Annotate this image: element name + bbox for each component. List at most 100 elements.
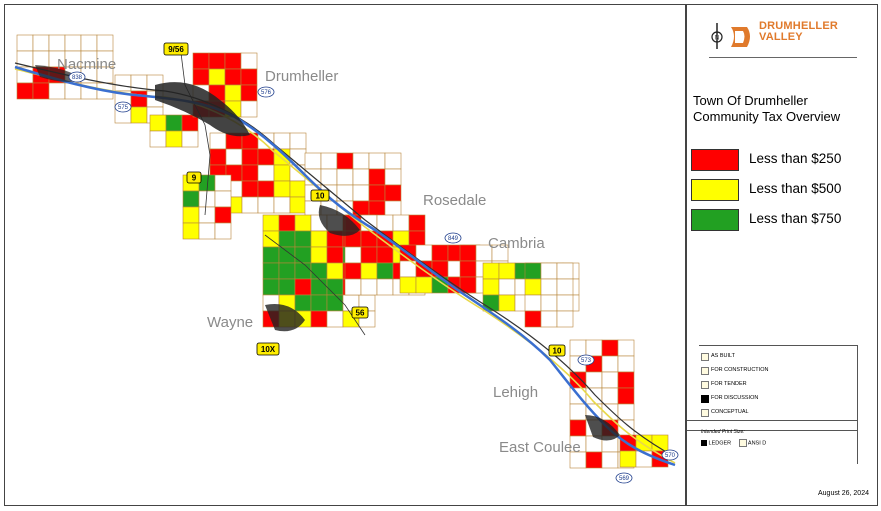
parcel-cell <box>257 164 275 182</box>
legend-item-250: Less than $250 <box>691 149 875 171</box>
red-deer-river <box>14 65 676 467</box>
drumheller-valley-logo: N <box>707 19 867 53</box>
parcel-cell <box>344 246 362 264</box>
parcel-cell <box>278 214 296 232</box>
parcel-cell <box>415 244 433 262</box>
parcel-cell <box>240 68 258 86</box>
parcel-cell <box>617 355 635 373</box>
parcel-cell <box>336 152 354 170</box>
parcel-cell <box>241 164 259 182</box>
parcel-cell <box>16 82 34 100</box>
tax-map: Nacmine Drumheller Rosedale Cambria Wayn… <box>14 34 679 484</box>
svg-text:849: 849 <box>448 236 459 242</box>
parcel-cell <box>165 114 183 132</box>
highway-shield-10: 10 <box>310 189 330 202</box>
parcel-cell <box>376 246 394 264</box>
title-block: N DRUMHELLER VALLEY Town Of Drumheller C… <box>686 4 878 506</box>
svg-text:10: 10 <box>553 347 562 356</box>
parcel-cell <box>360 246 378 264</box>
parcel-cell <box>352 184 370 202</box>
parcel-cell <box>601 371 619 389</box>
svg-text:N: N <box>715 36 719 42</box>
town-label-drumheller: Drumheller <box>265 68 338 85</box>
legend-label: Less than $750 <box>749 211 842 226</box>
parcel-cell <box>617 403 635 421</box>
parcel-cell <box>240 100 258 118</box>
parcel-cell <box>310 246 328 264</box>
parcel-cell <box>415 276 433 294</box>
parcel-cell <box>326 294 344 312</box>
svg-text:576: 576 <box>261 90 272 96</box>
svg-text:10X: 10X <box>261 345 276 354</box>
parcel-cell <box>310 230 328 248</box>
parcel-cell <box>392 214 410 232</box>
parcel-cell <box>64 34 82 52</box>
parcel-cell <box>619 450 637 468</box>
svg-text:575: 575 <box>118 105 129 111</box>
parcel-cell <box>310 278 328 296</box>
parcel-grid <box>16 34 669 469</box>
parcel-cell <box>498 294 516 312</box>
route-marker-569: 569 <box>615 472 633 484</box>
parcel-cell <box>294 214 312 232</box>
parcel-cell <box>540 310 558 328</box>
status-checkbox <box>701 381 709 389</box>
parcel-cell <box>585 451 603 469</box>
parcel-cell <box>368 168 386 186</box>
parcel-cell <box>617 339 635 357</box>
ledger-checkbox-checked <box>701 440 707 446</box>
legend-swatch-red <box>691 149 739 171</box>
parcel-cell <box>384 152 402 170</box>
parcel-cell <box>569 339 587 357</box>
parcel-cell <box>585 371 603 389</box>
parcel-cell <box>182 190 200 208</box>
parcel-cell <box>289 132 307 150</box>
parcel-cell <box>556 278 574 296</box>
status-checkbox <box>701 353 709 361</box>
svg-text:570: 570 <box>665 453 676 459</box>
parcel-cell <box>114 74 132 92</box>
parcel-cell <box>556 310 574 328</box>
print-size-heading: Intended Print Size: <box>701 429 745 435</box>
highway-shield-9-56: 9/56 <box>163 42 189 56</box>
parcel-cell <box>257 196 275 214</box>
town-label-lehigh: Lehigh <box>493 384 538 401</box>
parcel-cell <box>336 168 354 186</box>
parcel-cell <box>48 82 66 100</box>
parcel-cell <box>182 222 200 240</box>
highway-shield-9: 9 <box>186 171 202 184</box>
parcel-cell <box>569 403 587 421</box>
parcel-cell <box>294 230 312 248</box>
parcel-cell <box>257 148 275 166</box>
parcel-cell <box>352 152 370 170</box>
parcel-cell <box>524 294 542 312</box>
parcel-cell <box>304 152 322 170</box>
highway-shield-10-lower: 10 <box>548 344 566 357</box>
parcel-cell <box>209 148 227 166</box>
parcel-cell <box>320 152 338 170</box>
parcel-cell <box>376 214 394 232</box>
parcel-cell <box>198 206 216 224</box>
parcel-cell <box>569 419 587 437</box>
parcel-cell <box>32 82 50 100</box>
compass-north-icon: N <box>711 23 750 49</box>
route-marker-849: 849 <box>444 232 462 244</box>
parcel-cell <box>310 294 328 312</box>
legend-item-500: Less than $500 <box>691 179 875 201</box>
status-checkbox <box>701 409 709 417</box>
town-label-wayne: Wayne <box>207 314 253 331</box>
ansi-checkbox <box>738 439 747 447</box>
parcel-cell <box>149 114 167 132</box>
parcel-cell <box>540 294 558 312</box>
parcel-cell <box>585 339 603 357</box>
parcel-cell <box>326 278 344 296</box>
parcel-cell <box>225 148 243 166</box>
parcel-cell <box>384 168 402 186</box>
parcel-cell <box>165 130 183 148</box>
map-canvas[interactable]: Nacmine Drumheller Rosedale Cambria Wayn… <box>4 4 686 506</box>
legend-swatch-green <box>691 209 739 231</box>
parcel-cell <box>240 52 258 70</box>
highway-shield-10x: 10X <box>256 342 280 356</box>
status-checkbox <box>701 367 709 375</box>
parcel-cell <box>80 34 98 52</box>
